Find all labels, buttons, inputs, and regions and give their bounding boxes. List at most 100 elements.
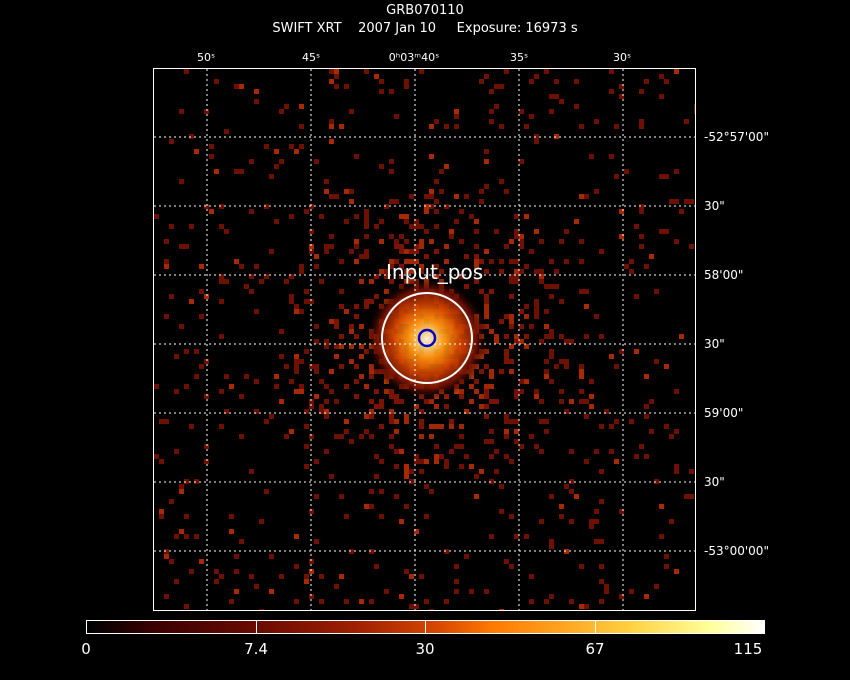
photon-pixel [559,299,564,304]
photon-pixel [539,269,544,274]
photon-pixel [329,389,334,394]
photon-pixel [589,524,594,529]
photon-pixel [544,359,549,364]
photon-pixel [309,229,314,234]
photon-pixel [279,329,284,334]
photon-pixel [579,194,584,199]
photon-pixel [424,514,429,519]
photon-pixel [599,469,604,474]
photon-pixel [434,179,439,184]
photon-pixel [224,229,229,234]
photon-pixel [349,329,354,334]
photon-pixel [509,314,514,319]
photon-pixel [694,109,695,114]
photon-pixel [514,439,519,444]
photon-pixel [389,389,394,394]
photon-pixel [619,94,624,99]
photon-pixel [619,234,624,239]
photon-pixel [309,559,314,564]
photon-pixel [304,289,309,294]
photon-pixel [374,404,379,409]
photon-pixel [549,594,554,599]
photon-pixel [509,279,514,284]
photon-pixel [379,489,384,494]
photon-pixel [674,469,679,474]
photon-pixel [349,359,354,364]
photon-pixel [314,394,319,399]
photon-pixel [654,289,659,294]
photon-pixel [309,299,314,304]
photon-pixel [664,564,669,569]
photon-pixel [249,274,254,279]
photon-pixel [334,399,339,404]
photon-pixel [474,259,479,264]
photon-pixel [199,559,204,564]
photon-pixel [499,259,504,264]
photon-pixel [344,429,349,434]
photon-pixel [634,454,639,459]
photon-pixel [589,379,594,384]
colorbar-tick [595,621,596,633]
photon-pixel [554,134,559,139]
photon-pixel [429,189,434,194]
photon-pixel [484,314,489,319]
photon-pixel [299,384,304,389]
photon-pixel [424,254,429,259]
photon-pixel [599,599,604,604]
photon-pixel [159,514,164,519]
photon-pixel [309,594,314,599]
photon-pixel [414,219,419,224]
photon-pixel [504,419,509,424]
photon-pixel [484,309,489,314]
photon-pixel [514,429,519,434]
photon-pixel [419,574,424,579]
photon-pixel [489,374,494,379]
photon-pixel [649,399,654,404]
photon-pixel [584,459,589,464]
photon-pixel [314,264,319,269]
photon-pixel [524,214,529,219]
photon-pixel [194,374,199,379]
photon-pixel [339,494,344,499]
photon-pixel [319,279,324,284]
photon-pixel [664,229,669,234]
photon-pixel [474,379,479,384]
photon-pixel [284,364,289,369]
photon-pixel [514,234,519,239]
photon-pixel [294,534,299,539]
photon-pixel [374,564,379,569]
photon-pixel [424,204,429,209]
photon-pixel [294,389,299,394]
photon-pixel [219,279,224,284]
photon-pixel [614,459,619,464]
photon-pixel [184,479,189,484]
photon-pixel [304,209,309,214]
photon-pixel [499,509,504,514]
photon-pixel [589,154,594,159]
photon-pixel [259,609,264,610]
photon-pixel [339,124,344,129]
photon-pixel [329,244,334,249]
photon-pixel [239,394,244,399]
photon-pixel [174,579,179,584]
photon-pixel [264,489,269,494]
photon-pixel [304,464,309,469]
photon-pixel [514,394,519,399]
photon-pixel [409,269,414,274]
photon-pixel [459,464,464,469]
photon-pixel [169,499,174,504]
photon-pixel [324,179,329,184]
photon-pixel [444,124,449,129]
photon-pixel [524,124,529,129]
coordinate-grid [154,69,695,610]
photon-pixel [159,419,164,424]
photon-pixel [334,69,339,74]
photon-pixel [394,114,399,119]
photon-pixel [379,269,384,274]
photon-pixel [579,389,584,394]
photon-pixel [554,269,559,274]
photon-pixel [409,249,414,254]
photon-pixel [304,299,309,304]
photon-pixel [574,494,579,499]
photon-pixel [664,364,669,369]
